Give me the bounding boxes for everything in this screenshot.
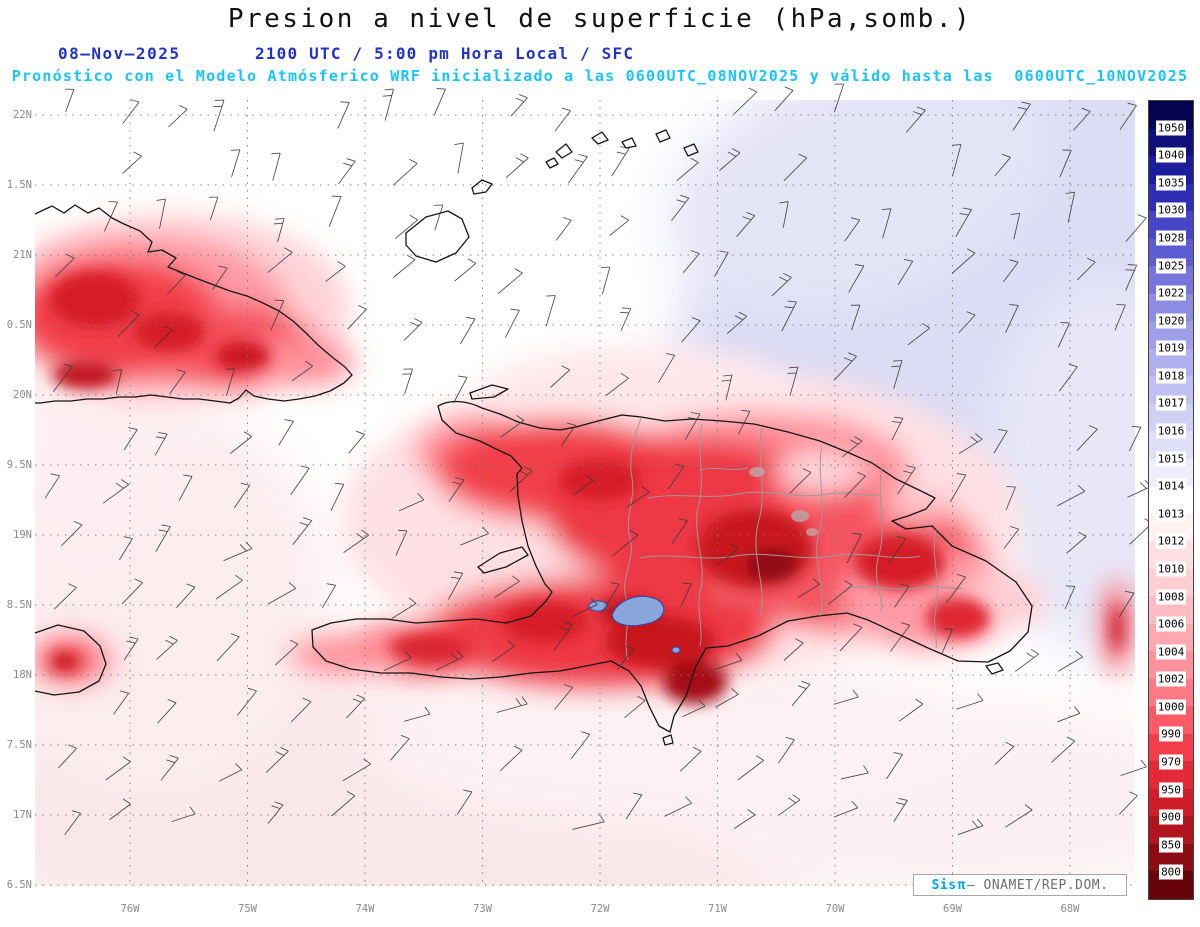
colorbar-value: 1004 <box>1155 644 1187 660</box>
etang-saumatre <box>588 600 608 612</box>
wind-barbs <box>44 83 1153 836</box>
page-title: Presion a nivel de superficie (hPa,somb.… <box>227 4 973 34</box>
lat-label: 6.5N <box>6 879 32 891</box>
colorbar-value: 990 <box>1159 726 1183 742</box>
lake-enriquillo <box>611 595 665 627</box>
lon-label: 68W <box>1060 903 1080 915</box>
lat-label: 7.5N <box>6 739 32 751</box>
colorbar-value: 970 <box>1159 754 1183 770</box>
lat-label: 22N <box>13 109 32 121</box>
colorbar-value: 1019 <box>1155 340 1187 356</box>
model-info-line: Pronóstico con el Modelo Atmósferico WRF… <box>11 67 1189 85</box>
colorbar-value: 1017 <box>1155 395 1187 411</box>
colorbar-value: 1040 <box>1155 147 1187 163</box>
colorbar-value: 1000 <box>1155 699 1187 715</box>
colorbar-value: 800 <box>1159 864 1183 880</box>
colorbar-value: 1022 <box>1155 285 1187 301</box>
colorbar-labels: 1050 1040 1035 1030 1028 1025 1022 1020 1019 1018… <box>1148 100 1194 900</box>
lon-label: 72W <box>590 903 610 915</box>
lon-label: 75W <box>238 903 257 915</box>
colorbar-value: 900 <box>1159 809 1183 825</box>
lat-label: 8.5N <box>6 599 32 611</box>
lat-label: 9.5N <box>6 459 32 471</box>
lat-label: 19N <box>13 529 32 541</box>
cuba-coast <box>34 204 353 404</box>
lakes <box>588 595 681 654</box>
little-inagua-island <box>471 179 493 195</box>
watermark-brand: Sis <box>931 877 957 893</box>
lat-label: 18N <box>13 669 32 681</box>
valid-time-line: 2100 UTC / 5:00 pm Hora Local / SFC <box>255 44 635 63</box>
colorbar-value: 1016 <box>1155 423 1187 439</box>
colorbar-value: 1015 <box>1155 451 1187 467</box>
beata-island <box>662 734 674 746</box>
colorbar-value: 1035 <box>1155 175 1187 191</box>
lat-label: 1.5N <box>6 179 32 191</box>
lat-label: 20N <box>13 389 32 401</box>
gonave-island <box>477 546 529 574</box>
lon-label: 74W <box>355 903 375 915</box>
coastlines <box>34 129 1033 746</box>
run-date: 08–Nov–2025 <box>58 44 181 63</box>
colorbar-value: 1050 <box>1155 120 1187 136</box>
lat-label: 21N <box>13 249 32 261</box>
colorbar-value: 1018 <box>1155 368 1187 384</box>
tortue-island <box>469 384 509 400</box>
turks-caicos-islands <box>545 129 699 169</box>
colorbar-value: 1020 <box>1155 313 1187 329</box>
colorbar-value: 950 <box>1159 782 1183 798</box>
lat-label: 17N <box>13 809 32 821</box>
colorbar-value: 1008 <box>1155 589 1187 605</box>
watermark-org: — ONAMET/REP.DOM. <box>966 877 1109 893</box>
pressure-colorbar: 1050 1040 1035 1030 1028 1025 1022 1020 1019 1018… <box>1148 100 1194 900</box>
lon-label: 71W <box>708 903 727 915</box>
watermark: Sis π — ONAMET/REP.DOM. <box>913 874 1127 896</box>
colorbar-value: 1002 <box>1155 671 1187 687</box>
lon-label: 70W <box>825 903 845 915</box>
colorbar-value: 1014 <box>1155 478 1187 494</box>
great-inagua-island <box>405 210 470 263</box>
colorbar-value: 1012 <box>1155 533 1187 549</box>
lon-label: 76W <box>120 903 140 915</box>
lon-label: 69W <box>943 903 962 915</box>
jamaica-coast <box>34 624 107 696</box>
colorbar-value: 1006 <box>1155 616 1187 632</box>
lat-label: 0.5N <box>6 319 32 331</box>
lon-label: 73W <box>473 903 492 915</box>
colorbar-value: 850 <box>1159 837 1183 853</box>
colorbar-value: 1030 <box>1155 202 1187 218</box>
saona-island <box>985 662 1004 675</box>
hispaniola-coast <box>311 400 1033 733</box>
colorbar-value: 1010 <box>1155 561 1187 577</box>
gray-splotches <box>749 467 818 536</box>
colorbar-value: 1028 <box>1155 230 1187 246</box>
colorbar-value: 1013 <box>1155 506 1187 522</box>
watermark-pi-icon: π <box>957 877 966 893</box>
colorbar-value: 1025 <box>1155 258 1187 274</box>
